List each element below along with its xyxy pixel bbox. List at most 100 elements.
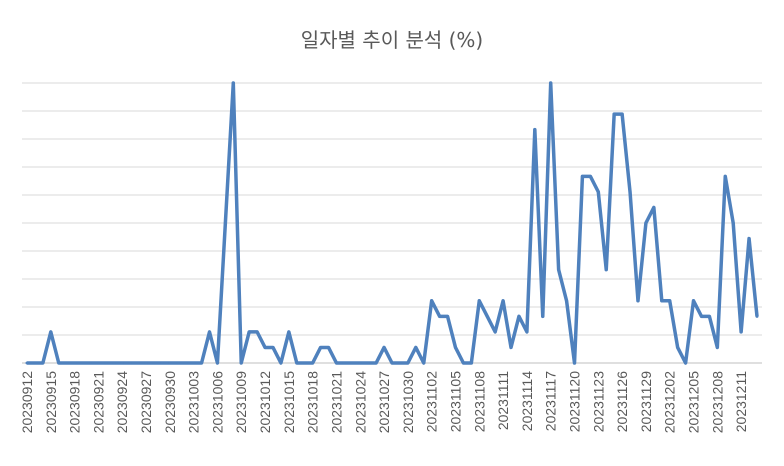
data-point [438,314,442,318]
data-point [715,345,719,349]
data-point [88,361,92,365]
x-tick-label: 20230930 [162,371,178,434]
x-tick-label: 20231021 [328,371,344,434]
data-point [684,361,688,365]
data-point [271,345,275,349]
x-tick-label: 20231018 [305,371,321,434]
x-tick-label: 20231202 [662,371,678,434]
data-point [604,268,608,272]
x-tick-label: 20231009 [233,371,249,434]
data-point [104,361,108,365]
x-tick-label: 20230924 [114,371,130,434]
x-tick-label: 20231205 [686,371,702,434]
x-tick-label: 20230927 [138,371,154,434]
data-point [152,361,156,365]
data-point [65,361,69,365]
data-point [25,361,29,365]
x-tick-label: 20231012 [257,371,273,434]
data-point [192,361,196,365]
x-tick-label: 20231108 [471,371,487,432]
data-point [319,345,323,349]
data-point [485,314,489,318]
data-point [541,314,545,318]
x-tick-label: 20231120 [567,371,583,432]
x-tick-label: 20231117 [543,371,559,431]
data-point [255,330,259,334]
data-point [430,299,434,303]
data-point [374,361,378,365]
data-point [120,361,124,365]
data-point [33,361,37,365]
data-point [239,361,243,365]
data-point [57,361,61,365]
x-tick-label: 20231030 [400,371,416,434]
data-point [112,361,116,365]
x-tick-label: 20231211 [733,371,749,432]
data-point [699,314,703,318]
data-point [81,361,85,365]
data-point [755,314,759,318]
data-point [406,361,410,365]
data-point [334,361,338,365]
data-point [208,330,211,334]
x-tick-label: 20231027 [376,371,392,434]
data-point [303,361,307,365]
data-point [588,174,592,178]
data-point [469,361,473,365]
data-point [215,361,219,365]
data-point [200,361,204,365]
x-tick-label: 20231111 [495,371,511,430]
x-tick-label: 20230915 [43,371,59,434]
data-point [533,128,537,132]
data-point [565,299,569,303]
data-point [620,112,624,116]
x-tick-label: 20231102 [424,371,440,432]
x-tick-label: 20231208 [709,371,725,434]
x-tick-label: 20230921 [90,371,106,434]
data-point [350,361,354,365]
data-point [676,345,680,349]
x-tick-label: 20230912 [19,371,35,434]
data-point [628,190,632,194]
x-tick-label: 20231105 [447,371,463,432]
x-tick-label: 20231114 [519,371,535,431]
data-point [422,361,426,365]
data-point [517,314,521,318]
chart-title: 일자별 추이 분석 (%) [300,28,484,52]
data-point [176,361,180,365]
data-point [160,361,164,365]
x-tick-label: 20231126 [614,371,630,432]
data-point [461,361,465,365]
data-point [287,330,291,334]
data-point [501,299,505,303]
data-point [557,268,561,272]
x-tick-label: 20231024 [352,371,368,434]
data-point [596,190,600,194]
data-point [136,361,140,365]
data-point [414,345,418,349]
x-tick-label: 20230918 [67,371,83,434]
data-point [144,361,148,365]
data-point [493,330,497,334]
data-point [128,361,132,365]
data-point [342,361,346,365]
data-point [382,345,386,349]
data-point [739,330,743,334]
data-point [692,299,696,303]
data-point [390,361,394,365]
data-point [747,237,751,241]
data-point [453,345,457,349]
data-point [311,361,315,365]
data-point [41,361,45,365]
data-point [168,361,172,365]
data-point [644,221,648,225]
x-tick-label: 20231006 [209,371,225,434]
data-point [295,361,299,365]
data-point [49,330,53,334]
data-point [96,361,100,365]
data-point [73,361,77,365]
data-point [509,345,513,349]
data-point [231,81,235,85]
